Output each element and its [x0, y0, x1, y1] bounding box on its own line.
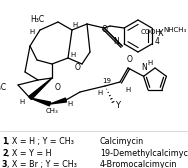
Polygon shape: [50, 98, 67, 104]
Text: H: H: [19, 99, 25, 105]
Text: H: H: [97, 90, 103, 96]
Text: H: H: [67, 101, 73, 107]
Text: 3: 3: [2, 160, 8, 168]
Text: , X = Y = H: , X = Y = H: [7, 149, 52, 158]
Text: 4-Bromocalcimycin: 4-Bromocalcimycin: [100, 160, 177, 168]
Text: H: H: [70, 52, 76, 58]
Text: 4: 4: [154, 36, 159, 46]
Text: COOH: COOH: [141, 29, 162, 35]
Text: 19-Demethylcalcimycin: 19-Demethylcalcimycin: [100, 149, 188, 158]
Text: H: H: [29, 29, 35, 35]
Text: H₃C: H₃C: [0, 82, 6, 92]
Text: O: O: [75, 64, 81, 73]
Text: H: H: [72, 22, 78, 28]
Text: H₃C: H₃C: [30, 15, 44, 25]
Text: O: O: [55, 83, 61, 93]
Text: NHCH₃: NHCH₃: [164, 27, 187, 33]
Polygon shape: [30, 98, 51, 106]
Text: , X = H ; Y = CH₃: , X = H ; Y = CH₃: [7, 137, 74, 146]
Text: N: N: [113, 36, 119, 46]
Polygon shape: [29, 78, 52, 99]
Text: H: H: [147, 60, 153, 66]
Text: O: O: [127, 55, 133, 64]
Text: O: O: [101, 26, 107, 34]
Text: 2: 2: [2, 149, 8, 158]
Text: , X = Br ; Y = CH₃: , X = Br ; Y = CH₃: [7, 160, 77, 168]
Text: Y: Y: [115, 101, 120, 111]
Text: Calcimycin: Calcimycin: [100, 137, 144, 146]
Text: X: X: [158, 29, 164, 37]
Text: 1: 1: [2, 137, 8, 146]
Text: 19: 19: [102, 78, 111, 84]
Text: N: N: [141, 62, 147, 72]
Text: CH₃: CH₃: [46, 108, 58, 114]
Text: H: H: [125, 87, 131, 93]
